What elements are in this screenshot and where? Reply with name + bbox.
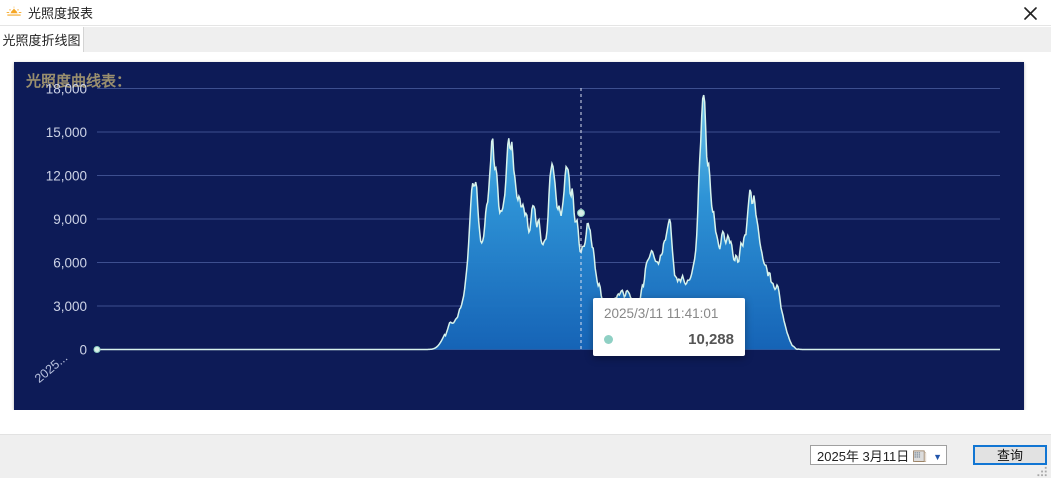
- svg-text:15,000: 15,000: [46, 125, 87, 140]
- svg-text:12,000: 12,000: [46, 169, 87, 184]
- svg-text:0: 0: [79, 343, 87, 358]
- svg-text:9,000: 9,000: [53, 212, 87, 227]
- svg-text:18,000: 18,000: [46, 82, 87, 97]
- svg-text:6,000: 6,000: [53, 256, 87, 271]
- svg-text:3,000: 3,000: [53, 299, 87, 314]
